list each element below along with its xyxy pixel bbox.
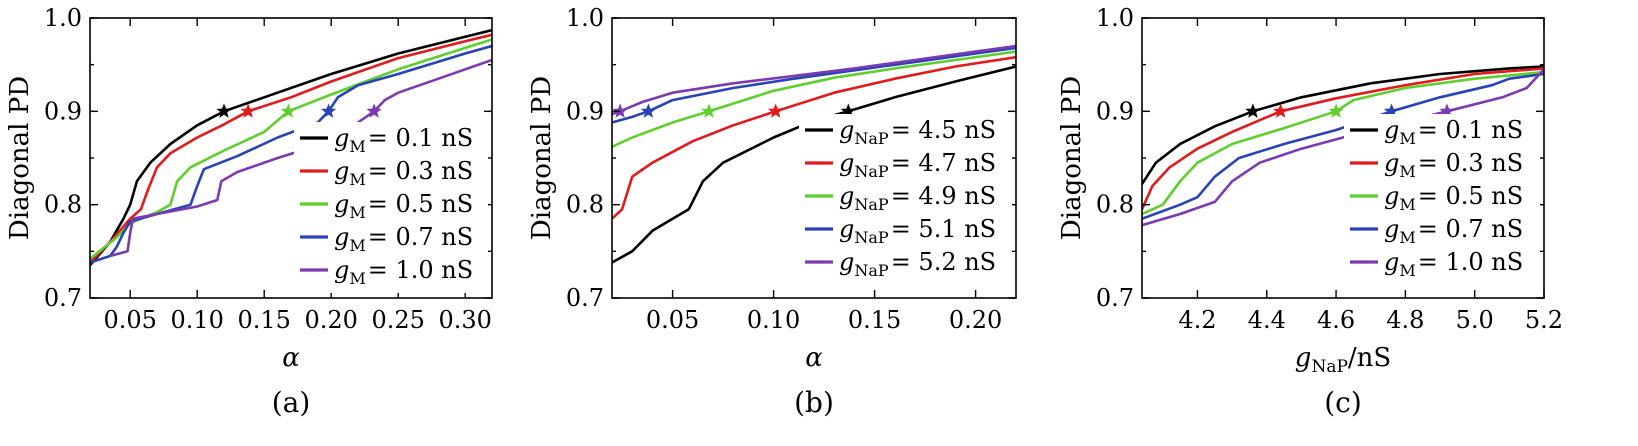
legend-background	[799, 114, 1012, 285]
series-group	[90, 28, 492, 267]
x-tick-label: 4.4	[1248, 306, 1286, 334]
legend-entry-1: gM= 0.1 nS	[1384, 116, 1523, 148]
legend-entry-4: gM= 0.7 nS	[1384, 215, 1523, 247]
series-line-4	[612, 46, 1016, 124]
legend-entry-5: gNaP= 5.2 nS	[839, 248, 996, 280]
y-tick-label: 1.0	[1096, 4, 1134, 32]
series-line-5	[109, 58, 492, 258]
x-axis-title: gNaP/nS	[1295, 343, 1391, 377]
series-group	[1142, 65, 1544, 227]
legend-entry-4: gNaP= 5.1 nS	[839, 215, 996, 247]
x-tick-label: 0.20	[304, 306, 357, 334]
y-axis-title: Diagonal PD	[527, 76, 557, 240]
x-tick-label: 4.6	[1317, 306, 1355, 334]
y-tick-label: 0.9	[1096, 97, 1134, 125]
y-tick-label: 0.7	[1096, 284, 1134, 312]
star-marker-3	[1328, 103, 1344, 118]
x-tick-label: 4.2	[1178, 306, 1216, 334]
panel-label: (c)	[1324, 386, 1362, 419]
series-line-4	[90, 44, 492, 264]
y-tick-label: 0.7	[44, 284, 82, 312]
star-marker-3	[280, 103, 296, 118]
y-tick-label: 0.8	[1096, 191, 1134, 219]
x-tick-label: 0.15	[237, 306, 290, 334]
panel-b: 0.7 0.8 0.9 1.0 0.05 0.10 0.15 0.20 Diagonal PD α…	[527, 4, 1017, 419]
x-tick-label: 0.20	[949, 306, 1002, 334]
panel-label: (b)	[794, 386, 834, 419]
x-tick-label: 0.10	[170, 306, 223, 334]
series-line-1	[90, 28, 492, 267]
series-group	[612, 44, 1016, 264]
legend-entry-1: gNaP= 4.5 nS	[839, 116, 996, 148]
star-marker-2	[768, 103, 784, 118]
x-tick-label: 0.05	[646, 306, 699, 334]
series-line-3	[1142, 70, 1544, 216]
legend-entry-3: gM= 0.5 nS	[334, 190, 473, 222]
series-line-2	[90, 33, 492, 264]
series-line-4	[1142, 72, 1544, 220]
star-marker-4	[320, 103, 337, 118]
x-tick-label: 0.15	[848, 306, 901, 334]
star-marker-4	[1383, 103, 1400, 118]
x-tick-label: 4.8	[1386, 306, 1424, 334]
series-line-1	[1142, 65, 1544, 185]
x-tick-label: 0.25	[371, 306, 424, 334]
legend-entry-2: gM= 0.3 nS	[334, 157, 473, 189]
legend-background	[1344, 114, 1540, 285]
legend-entry-5: gM= 1.0 nS	[334, 256, 473, 288]
series-line-5	[1142, 68, 1544, 227]
x-axis-title: α	[282, 343, 300, 373]
series-line-3	[612, 50, 1016, 148]
star-marker-4	[640, 103, 656, 118]
legend-entry-5: gM= 1.0 nS	[1384, 248, 1523, 280]
legend-background	[294, 122, 488, 293]
series-line-5	[612, 44, 1016, 116]
x-axis-title: α	[805, 343, 823, 373]
y-tick-label: 0.7	[566, 284, 604, 312]
legend-entry-4: gM= 0.7 nS	[334, 223, 473, 255]
legend-entry-2: gM= 0.3 nS	[1384, 149, 1523, 181]
y-tick-label: 0.8	[566, 191, 604, 219]
y-tick-label: 0.8	[44, 191, 82, 219]
star-marker-2	[1273, 103, 1289, 118]
y-tick-label: 1.0	[566, 4, 604, 32]
panel-a: 0.7 0.8 0.9 1.0 0.05 0.10 0.15 0.20 0.25 0.30 Diag…	[5, 4, 493, 419]
legend-entry-3: gM= 0.5 nS	[1384, 182, 1523, 214]
series-line-2	[1142, 67, 1544, 210]
star-marker-1	[840, 103, 856, 118]
star-marker-1	[1245, 103, 1261, 118]
star-marker-5	[366, 103, 382, 118]
y-axis-title: Diagonal PD	[5, 76, 35, 240]
y-tick-label: 0.9	[44, 97, 82, 125]
star-marker-3	[701, 103, 717, 118]
y-tick-label: 1.0	[44, 4, 82, 32]
legend-entry-2: gNaP= 4.7 nS	[839, 149, 996, 181]
panel-c: 0.7 0.8 0.9 1.0 4.2 4.4 4.6 4.8 5.0 5.2 Diagonal P…	[1057, 4, 1563, 419]
x-tick-label: 0.10	[747, 306, 800, 334]
x-tick-label: 5.2	[1525, 306, 1563, 334]
x-tick-label: 5.0	[1456, 306, 1494, 334]
legend-entry-1: gM= 0.1 nS	[334, 124, 473, 156]
panel-label: (a)	[272, 386, 311, 419]
y-axis-title: Diagonal PD	[1057, 76, 1087, 240]
star-marker-1	[216, 103, 232, 118]
x-tick-label: 0.05	[103, 306, 156, 334]
x-tick-label: 0.30	[438, 306, 491, 334]
star-marker-5	[1439, 103, 1455, 118]
legend-entry-3: gNaP= 4.9 nS	[839, 182, 996, 214]
y-tick-label: 0.9	[566, 97, 604, 125]
star-marker-5	[612, 103, 628, 118]
series-line-2	[612, 55, 1016, 220]
star-marker-2	[240, 103, 256, 118]
series-line-1	[612, 65, 1016, 264]
